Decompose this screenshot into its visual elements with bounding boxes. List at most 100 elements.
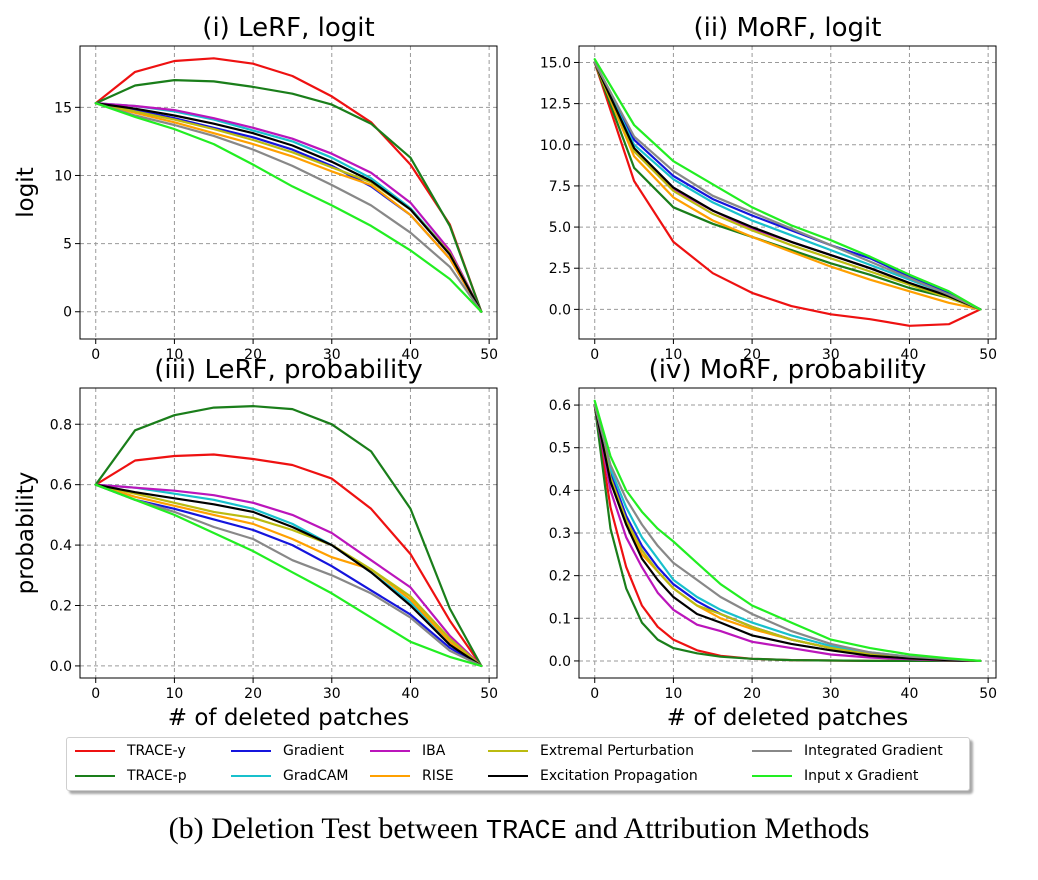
legend: TRACE-y TRACE-p Gradient GradCAM IBA RIS… xyxy=(66,737,970,791)
y-tick-label: 0 xyxy=(63,305,72,321)
legend-label: IBA xyxy=(422,743,446,759)
series-line-rise xyxy=(94,102,483,313)
series-line-excitation-propagation xyxy=(593,61,982,311)
y-tick-label: 0.5 xyxy=(549,441,571,457)
x-tick-label: 30 xyxy=(323,686,341,702)
series-line-input-x-gradient xyxy=(94,102,483,313)
series-line-gradcam xyxy=(94,102,483,313)
series-line-iba xyxy=(94,483,483,668)
y-tick-label: 0.1 xyxy=(549,611,571,627)
y-tick-label: 0.6 xyxy=(50,478,72,494)
series-line-trace-y xyxy=(94,453,483,668)
y-tick-label: 10 xyxy=(54,168,72,184)
legend-swatch xyxy=(370,775,410,777)
chart-title: (i) LeRF, logit xyxy=(202,13,374,43)
y-tick-label: 0.4 xyxy=(549,483,571,499)
x-tick-label: 40 xyxy=(901,347,919,363)
caption-suffix: and Attribution Methods xyxy=(566,812,870,845)
axes-frame xyxy=(79,45,498,340)
legend-entry: Extremal Perturbation xyxy=(488,741,694,761)
legend-entry: IBA xyxy=(370,741,445,761)
series-line-trace-y xyxy=(593,61,982,327)
legend-entry: RISE xyxy=(370,766,454,786)
legend-entry: GradCAM xyxy=(231,766,349,786)
legend-entry: Integrated Gradient xyxy=(752,741,943,761)
series-line-excitation-propagation xyxy=(593,404,982,663)
y-tick-label: 0.2 xyxy=(50,599,72,615)
series-line-gradient xyxy=(94,483,483,668)
x-tick-label: 50 xyxy=(979,347,997,363)
y-tick-label: 15.0 xyxy=(540,55,571,71)
axes-frame xyxy=(578,45,997,340)
legend-label: Extremal Perturbation xyxy=(540,743,694,759)
y-tick-label: 0.8 xyxy=(50,417,72,433)
x-tick-label: 0 xyxy=(590,347,599,363)
series-line-trace-p xyxy=(593,404,982,663)
x-axis-label: # of deleted patches xyxy=(168,705,410,731)
legend-swatch xyxy=(488,775,528,777)
x-tick-label: 20 xyxy=(743,686,761,702)
y-axis-label: probability xyxy=(13,472,39,595)
series-line-excitation-propagation xyxy=(94,483,483,668)
chart-title: (iii) LeRF, probability xyxy=(154,355,423,385)
x-tick-label: 40 xyxy=(402,686,420,702)
legend-label: RISE xyxy=(422,768,454,784)
series-line-trace-y xyxy=(94,57,483,313)
series-line-gradient xyxy=(593,61,982,311)
x-tick-label: 50 xyxy=(480,686,498,702)
x-tick-label: 10 xyxy=(166,686,184,702)
legend-entry: Gradient xyxy=(231,741,344,761)
chart-panel-4: 0 10 20 30 40 50 0.0 0.1 0.2 0.3 0.4 0.5 0.6 (iv) MoR… xyxy=(549,355,997,731)
y-tick-label: 0.2 xyxy=(549,569,571,585)
x-tick-label: 20 xyxy=(743,347,761,363)
series-line-trace-p xyxy=(94,78,483,313)
x-tick-label: 20 xyxy=(244,686,262,702)
x-tick-label: 30 xyxy=(822,686,840,702)
series-line-input-x-gradient xyxy=(593,58,982,311)
series-line-extremal-perturbation xyxy=(593,61,982,311)
chart-title: (ii) MoRF, logit xyxy=(694,13,882,43)
series-line-input-x-gradient xyxy=(593,399,982,663)
legend-swatch xyxy=(488,750,528,752)
series-line-integrated-gradient xyxy=(593,404,982,663)
series-line-rise xyxy=(593,61,982,311)
series-line-integrated-gradient xyxy=(593,61,982,311)
legend-swatch xyxy=(231,775,271,777)
axes-frame xyxy=(79,387,498,679)
x-tick-label: 40 xyxy=(901,686,919,702)
y-tick-label: 0.0 xyxy=(50,659,72,675)
x-axis-label: # of deleted patches xyxy=(667,705,909,731)
legend-label: GradCAM xyxy=(283,768,349,784)
y-axis-label: logit xyxy=(13,167,39,217)
caption-prefix: (b) Deletion Test between xyxy=(168,812,486,845)
series-line-trace-p xyxy=(94,405,483,668)
x-tick-label: 30 xyxy=(323,347,341,363)
y-tick-label: 5.0 xyxy=(549,220,571,236)
y-tick-label: 10.0 xyxy=(540,138,571,154)
y-tick-label: 0.0 xyxy=(549,302,571,318)
series-line-gradcam xyxy=(94,483,483,668)
x-tick-label: 40 xyxy=(402,347,420,363)
series-line-extremal-perturbation xyxy=(94,483,483,668)
legend-label: Gradient xyxy=(283,743,344,759)
legend-entry: TRACE-y xyxy=(75,741,186,761)
x-tick-label: 0 xyxy=(91,686,100,702)
chart-panel-1: 0 10 20 30 40 50 0 5 10 15 (i) LeRF, logit logit xyxy=(13,13,498,363)
caption-method-name: TRACE xyxy=(485,817,567,847)
chart-panel-3: 0 10 20 30 40 50 0.0 0.2 0.4 0.6 0.8 (iii) LeRF, pr… xyxy=(13,355,498,731)
series-line-extremal-perturbation xyxy=(94,102,483,313)
y-tick-label: 0.4 xyxy=(50,538,72,554)
series-line-gradient xyxy=(94,102,483,313)
legend-label: Integrated Gradient xyxy=(804,743,943,759)
x-tick-label: 10 xyxy=(665,686,683,702)
y-tick-label: 0.6 xyxy=(549,398,571,414)
series-line-rise xyxy=(94,483,483,668)
series-line-trace-p xyxy=(593,61,982,311)
x-tick-label: 20 xyxy=(244,347,262,363)
x-tick-label: 0 xyxy=(590,686,599,702)
figure-caption: (b) Deletion Test between TRACE and Attr… xyxy=(0,812,1038,847)
legend-swatch xyxy=(231,750,271,752)
chart-panel-2: 0 10 20 30 40 50 0.0 2.5 5.0 7.5 10.0 12.5 15.0 (ii) … xyxy=(540,13,997,363)
legend-swatch xyxy=(752,750,792,752)
